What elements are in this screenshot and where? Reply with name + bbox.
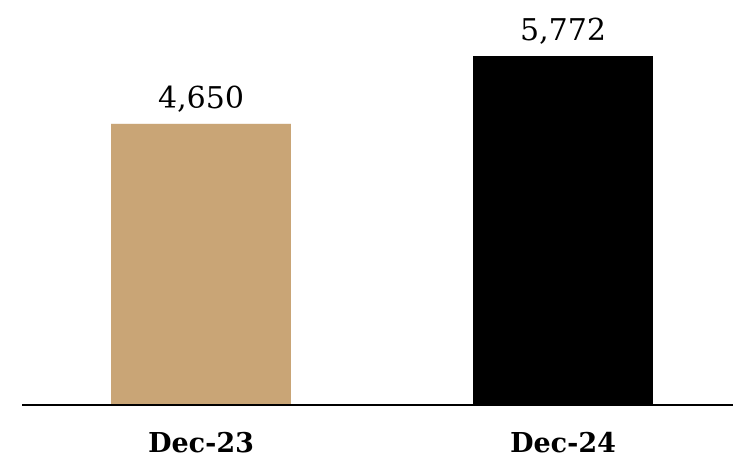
x-tick-label-dec-24: Dec-24 [510, 428, 616, 459]
data-label-dec-23: 4,650 [158, 81, 244, 116]
data-label-dec-24: 5,772 [520, 13, 606, 48]
x-tick-label-dec-23: Dec-23 [148, 428, 254, 459]
bar-dec-23 [111, 123, 291, 406]
labels-group: 4,650 Dec-23 5,772 Dec-24 [148, 13, 616, 459]
bar-dec-24 [473, 56, 653, 405]
bars-group [111, 56, 653, 406]
